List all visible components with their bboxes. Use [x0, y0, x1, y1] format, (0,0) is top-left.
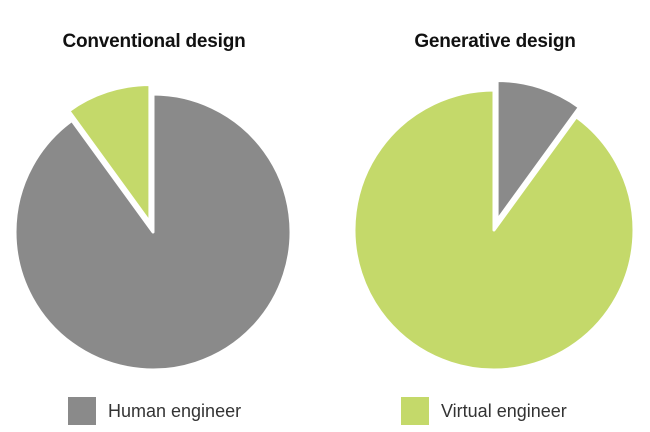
- legend-swatch-human-engineer: [68, 397, 96, 425]
- legend-swatch-virtual-engineer: [401, 397, 429, 425]
- legend-item-human-engineer: Human engineer: [68, 396, 241, 426]
- pie-slice-human-engineer: [13, 92, 293, 372]
- legend-item-virtual-engineer: Virtual engineer: [401, 396, 567, 426]
- legend-label-human-engineer: Human engineer: [108, 400, 242, 421]
- pie-chart-generative: [352, 78, 636, 372]
- pie-slice-human-engineer: [495, 78, 581, 222]
- pie-chart-conventional: [13, 82, 293, 372]
- pie-slice-virtual-engineer: [352, 88, 636, 372]
- chart-title-generative: Generative design: [414, 31, 576, 52]
- chart-title-conventional: Conventional design: [62, 31, 246, 52]
- legend-label-virtual-engineer: Virtual engineer: [441, 400, 567, 421]
- pie-slice-virtual-engineer: [67, 82, 152, 224]
